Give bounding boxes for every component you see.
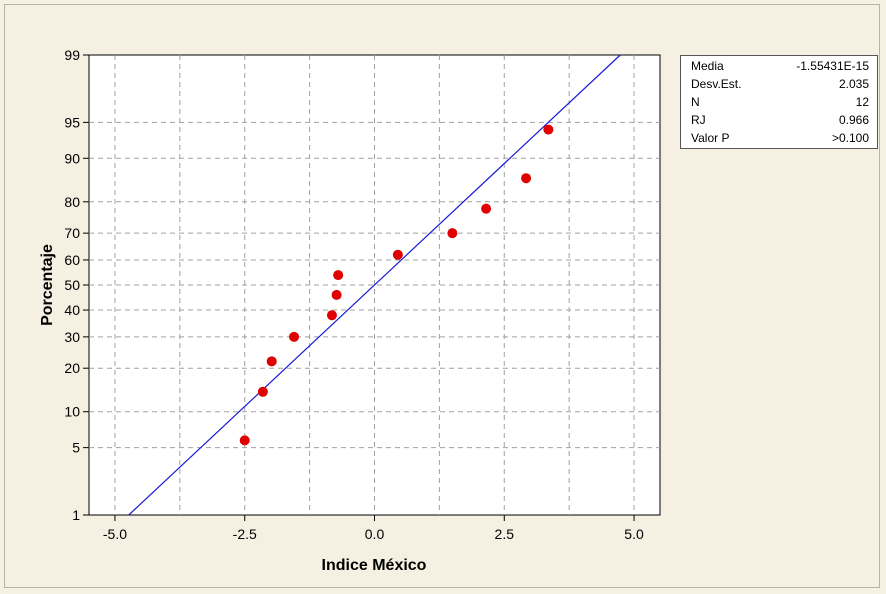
y-axis-title: Porcentaje — [39, 244, 56, 326]
stat-label: Desv.Est. — [691, 77, 742, 91]
stat-row: RJ 0.966 — [681, 111, 877, 129]
stat-label: N — [691, 95, 700, 109]
stat-value: 2.035 — [838, 77, 869, 91]
data-point — [392, 249, 403, 260]
data-points — [239, 124, 554, 446]
chart-frame — [4, 4, 880, 588]
grid — [89, 55, 660, 515]
stat-label: Valor P — [691, 131, 730, 145]
data-point — [266, 356, 277, 367]
x-tick-label: 5.0 — [624, 526, 644, 542]
x-tick-label: -5.0 — [103, 526, 127, 542]
y-tick-label: 70 — [64, 225, 80, 241]
stat-value: -1.55431E-15 — [796, 59, 869, 73]
x-tick-label: 2.5 — [495, 526, 515, 542]
stat-row: Media -1.55431E-15 — [681, 57, 877, 75]
stat-value: 0.966 — [838, 113, 869, 127]
y-axis: 1 5 10 20 30 40 50 60 70 80 90 95 99 — [64, 47, 89, 523]
data-point — [326, 310, 337, 321]
stat-row: N 12 — [681, 93, 877, 111]
stat-label: Media — [691, 59, 724, 73]
y-tick-label: 30 — [64, 329, 80, 345]
data-point — [331, 289, 342, 300]
data-point — [543, 124, 554, 135]
fit-line-group — [128, 54, 621, 516]
x-axis-title: Indice México — [322, 557, 427, 574]
y-tick-label: 80 — [64, 194, 80, 210]
fit-line — [128, 54, 621, 516]
y-tick-label: 1 — [72, 507, 80, 523]
data-point — [481, 203, 492, 214]
y-tick-label: 5 — [72, 440, 80, 456]
y-tick-label: 20 — [64, 360, 80, 376]
stat-value: 12 — [855, 95, 869, 109]
data-point — [521, 173, 532, 184]
data-point — [239, 435, 250, 446]
y-tick-label: 50 — [64, 277, 80, 293]
y-tick-label: 60 — [64, 252, 80, 268]
y-tick-label: 99 — [64, 47, 80, 63]
x-tick-label: -2.5 — [233, 526, 257, 542]
data-point — [257, 386, 268, 397]
y-tick-label: 40 — [64, 302, 80, 318]
data-point — [447, 228, 458, 239]
x-axis: -5.0 -2.5 0.0 2.5 5.0 — [103, 515, 644, 542]
y-tick-label: 90 — [64, 150, 80, 166]
data-point — [289, 331, 300, 342]
stat-label: RJ — [691, 113, 706, 127]
statistics-box: Media -1.55431E-15 Desv.Est. 2.035 N 12 RJ 0.96… — [680, 55, 878, 149]
stat-row: Desv.Est. 2.035 — [681, 75, 877, 93]
y-tick-label: 95 — [64, 114, 80, 130]
y-tick-label: 10 — [64, 404, 80, 420]
stat-row: Valor P >0.100 — [681, 129, 877, 147]
data-point — [333, 270, 344, 281]
stat-value: >0.100 — [831, 131, 869, 145]
x-tick-label: 0.0 — [365, 526, 385, 542]
